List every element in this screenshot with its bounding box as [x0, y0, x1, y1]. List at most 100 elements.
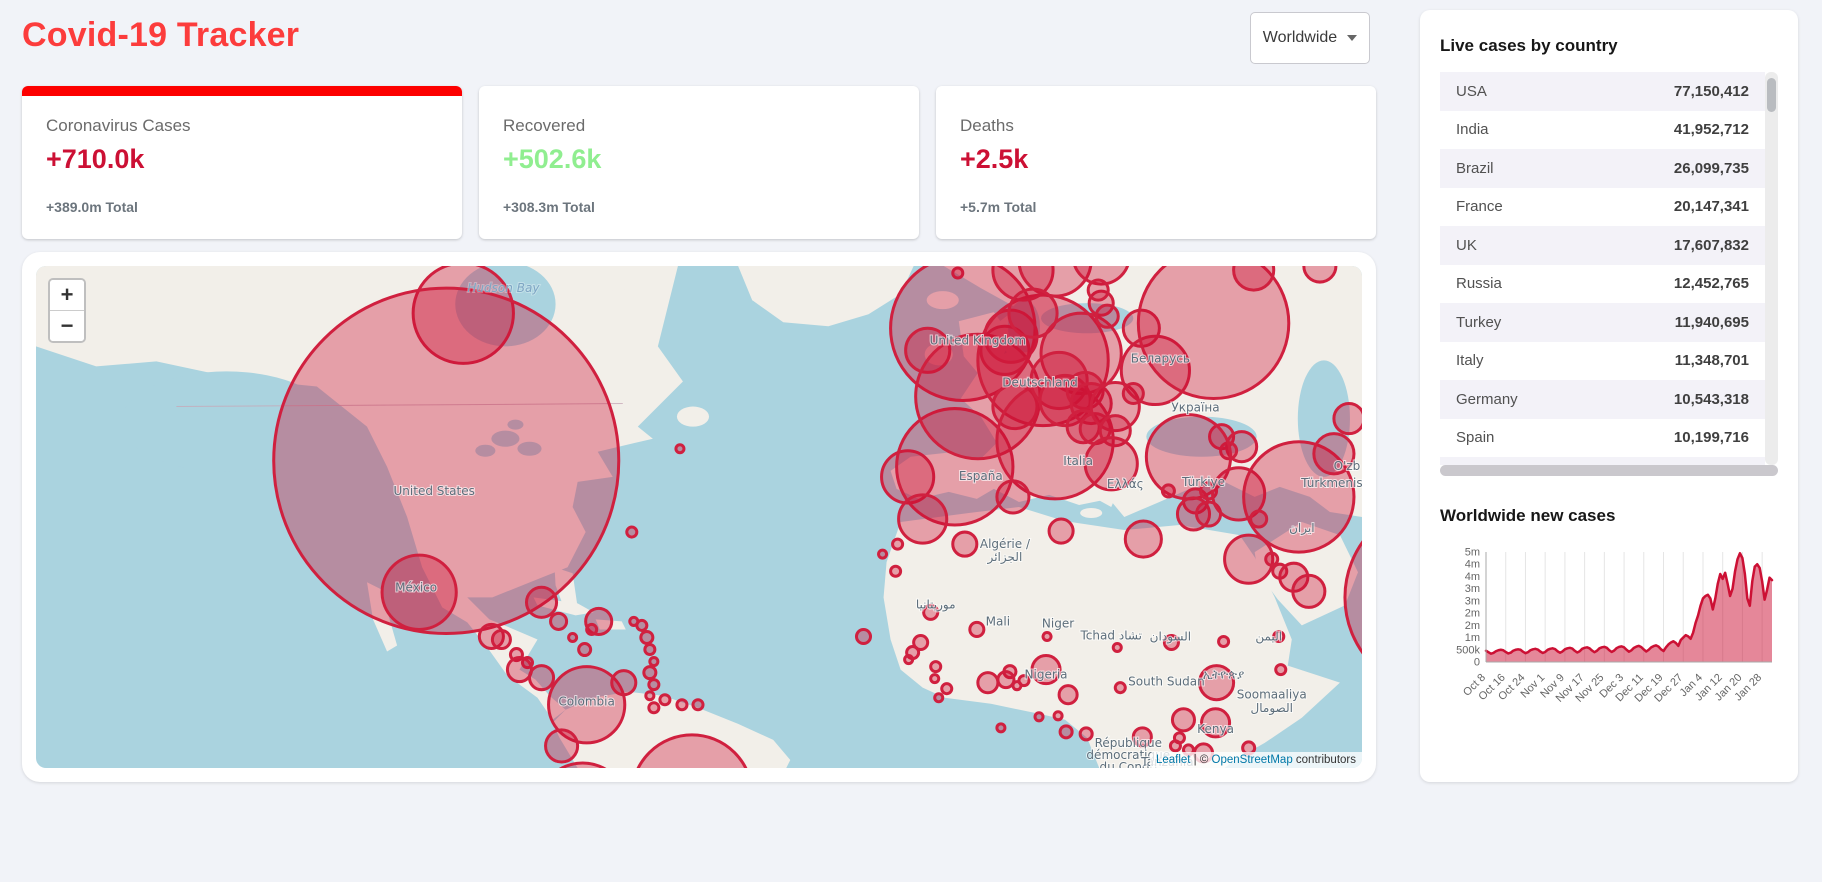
case-circle[interactable]	[642, 665, 658, 681]
case-circle[interactable]	[854, 627, 873, 646]
case-circle[interactable]	[1170, 707, 1196, 733]
case-circle[interactable]	[584, 606, 614, 636]
case-circle[interactable]	[658, 693, 672, 707]
case-circle[interactable]	[691, 698, 705, 712]
horizontal-scrollbar[interactable]	[1440, 465, 1778, 476]
case-circle[interactable]	[1089, 380, 1141, 433]
case-circle[interactable]	[577, 641, 593, 658]
case-circle[interactable]	[951, 530, 979, 558]
vertical-scrollbar-thumb[interactable]	[1767, 78, 1776, 112]
case-circle[interactable]	[639, 629, 655, 646]
case-circle[interactable]	[1217, 634, 1231, 649]
case-circle[interactable]	[933, 692, 945, 704]
case-circle[interactable]	[1272, 629, 1286, 644]
case-circle[interactable]	[1030, 654, 1062, 686]
case-circle[interactable]	[380, 553, 458, 631]
case-circle[interactable]	[1211, 466, 1267, 522]
case-circle[interactable]	[951, 266, 965, 280]
case-circle[interactable]	[585, 622, 599, 636]
case-circle[interactable]	[940, 682, 954, 696]
case-circle[interactable]	[929, 673, 941, 685]
card-coronavirus-cases[interactable]: Coronavirus Cases +710.0k +389.0m Total	[22, 86, 462, 239]
case-circle[interactable]	[1291, 573, 1327, 609]
case-circle[interactable]	[1017, 674, 1031, 688]
case-circle[interactable]	[1249, 509, 1269, 529]
case-circle[interactable]	[1033, 711, 1045, 723]
case-circle[interactable]	[538, 761, 628, 768]
case-circle[interactable]	[549, 611, 569, 631]
case-circle[interactable]	[1123, 519, 1163, 559]
case-circle[interactable]	[1198, 664, 1236, 702]
osm-link[interactable]: OpenStreetMap	[1211, 754, 1293, 766]
case-circle[interactable]	[1041, 630, 1053, 642]
leaflet-link[interactable]: Leaflet	[1155, 754, 1191, 766]
case-circle[interactable]	[976, 671, 1000, 695]
case-circle[interactable]	[527, 664, 556, 692]
case-circle[interactable]	[891, 537, 905, 551]
case-circle[interactable]	[1232, 266, 1276, 292]
case-circle[interactable]	[1058, 724, 1074, 740]
case-circle[interactable]	[635, 618, 649, 632]
case-circle[interactable]	[648, 656, 660, 668]
case-circle[interactable]	[1131, 726, 1153, 748]
case-circle[interactable]	[272, 286, 621, 635]
case-circle[interactable]	[1200, 707, 1232, 739]
case-circle[interactable]	[912, 633, 930, 652]
case-circle[interactable]	[632, 733, 752, 768]
map-svg[interactable]: Hudson Bay United States México Colombia Uni…	[36, 266, 1362, 768]
case-circle[interactable]	[524, 585, 559, 619]
case-circle[interactable]	[567, 631, 579, 644]
vertical-scrollbar[interactable]	[1765, 72, 1778, 465]
country-table[interactable]: USA 77,150,412 India 41,952,712 Brazil 26,099…	[1440, 72, 1778, 476]
case-circle[interactable]	[929, 660, 943, 674]
case-circle[interactable]	[610, 669, 638, 697]
case-circle[interactable]	[1343, 502, 1362, 693]
case-circle[interactable]	[897, 493, 949, 545]
case-circle[interactable]	[1223, 533, 1275, 585]
case-circle[interactable]	[411, 266, 515, 365]
world-map[interactable]: Hudson Bay United States México Colombia Uni…	[36, 266, 1362, 768]
zoom-out-button[interactable]: −	[50, 311, 84, 341]
case-circle[interactable]	[647, 701, 661, 715]
case-circle[interactable]	[1274, 663, 1288, 677]
region-dropdown[interactable]: Worldwide	[1250, 12, 1370, 64]
case-circle[interactable]	[1242, 440, 1356, 554]
card-recovered[interactable]: Recovered +502.6k +308.3m Total	[479, 86, 919, 239]
zoom-in-button[interactable]: +	[50, 280, 84, 311]
case-circle[interactable]	[1047, 517, 1075, 545]
case-circle[interactable]	[968, 620, 986, 638]
case-circle[interactable]	[996, 670, 1016, 690]
case-circle[interactable]	[1302, 266, 1338, 284]
case-circle[interactable]	[490, 628, 512, 651]
case-circle[interactable]	[1073, 266, 1130, 286]
case-circle[interactable]	[1078, 726, 1094, 742]
case-circle[interactable]	[1312, 432, 1356, 476]
card-deaths[interactable]: Deaths +2.5k +5.7m Total	[936, 86, 1376, 239]
case-circle[interactable]	[995, 479, 1031, 515]
case-circle[interactable]	[547, 665, 627, 745]
case-circle[interactable]	[991, 382, 1039, 431]
case-circle[interactable]	[674, 443, 686, 455]
case-circle[interactable]	[995, 722, 1007, 734]
case-circle[interactable]	[644, 690, 656, 702]
case-circle[interactable]	[1057, 684, 1079, 706]
case-circle[interactable]	[675, 698, 689, 712]
case-circle[interactable]	[1160, 483, 1176, 499]
case-circle[interactable]	[1086, 278, 1110, 302]
case-circle[interactable]	[877, 548, 889, 560]
case-circle[interactable]	[1039, 311, 1123, 396]
case-circle[interactable]	[505, 656, 533, 684]
case-circle[interactable]	[1162, 633, 1180, 652]
case-circle[interactable]	[1113, 681, 1127, 695]
case-circle[interactable]	[1332, 402, 1362, 436]
case-circle[interactable]	[903, 654, 915, 666]
case-circle[interactable]	[1094, 303, 1120, 329]
case-circle[interactable]	[904, 326, 952, 374]
case-circle[interactable]	[1136, 266, 1291, 401]
case-circle[interactable]	[1065, 370, 1105, 411]
case-circle[interactable]	[1083, 436, 1139, 492]
case-circle[interactable]	[1007, 287, 1059, 339]
case-circle[interactable]	[1052, 710, 1064, 722]
case-circle[interactable]	[1168, 739, 1182, 753]
case-circle[interactable]	[1264, 551, 1280, 567]
